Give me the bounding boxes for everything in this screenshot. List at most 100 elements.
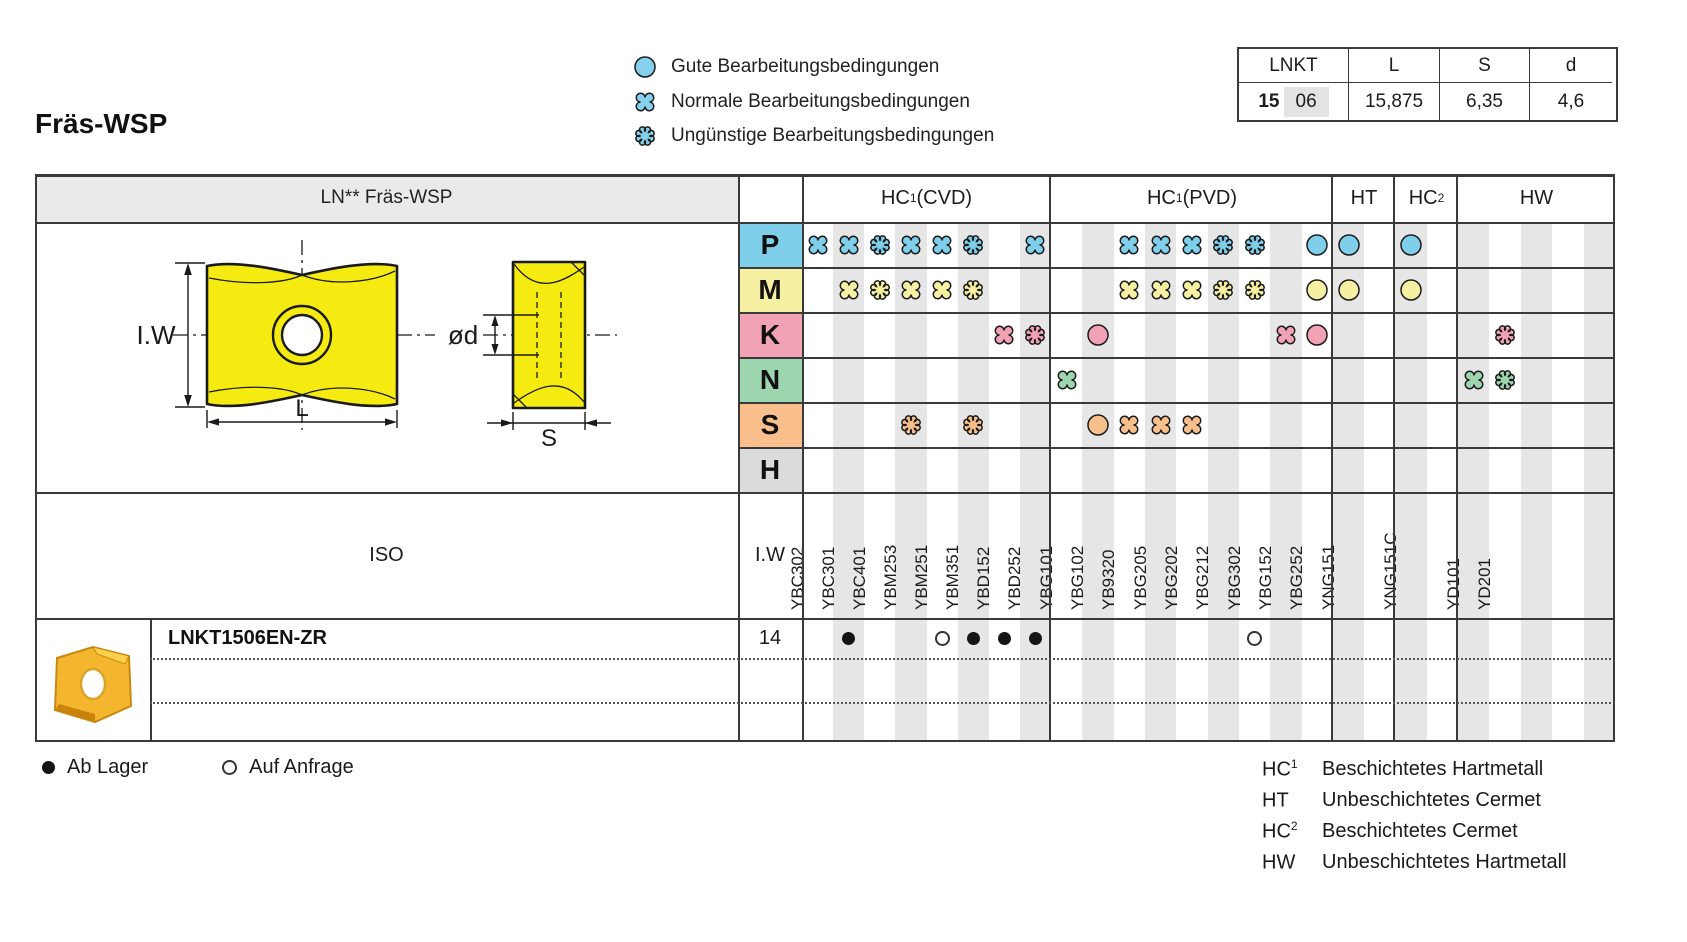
- condition-symbol-unfavorable: [868, 278, 892, 302]
- column-stripe: [895, 222, 927, 742]
- section-divider: [1049, 174, 1051, 742]
- condition-symbol-normal: [1149, 233, 1173, 257]
- od-dimension-label: ød: [448, 320, 478, 350]
- condition-symbol-normal: [930, 278, 954, 302]
- material-definition: Beschichtetes Hartmetall: [1322, 758, 1544, 780]
- material-term: HC2: [1262, 819, 1298, 843]
- condition-symbol-good: [1305, 323, 1329, 347]
- class-letter-K: K: [738, 312, 802, 357]
- grade-label-YD201: YD201: [1475, 558, 1495, 610]
- header-bottom-line: [35, 222, 1615, 224]
- grade-selection-table: LN** Fräs-WSP I.W: [35, 174, 1615, 742]
- page-title: Fräs-WSP: [35, 108, 168, 139]
- condition-symbol-unfavorable: [961, 278, 985, 302]
- condition-symbol-normal: [1462, 368, 1486, 392]
- size-cell: 15 06: [1239, 83, 1349, 120]
- product-designation: LNKT1506EN-ZR: [168, 627, 327, 649]
- size-main: 15: [1258, 90, 1280, 112]
- table-border-right: [1613, 174, 1615, 742]
- availability-dot-request: [934, 630, 950, 646]
- material-row: HC2 Beschichtetes Cermet: [1262, 816, 1567, 847]
- value-L: 15,875: [1349, 83, 1440, 120]
- s-dimension-label: S: [541, 425, 557, 452]
- column-stripe: [1583, 222, 1615, 742]
- dimension-table-header: LNKT L S d: [1239, 49, 1616, 83]
- condition-symbol-normal: [1274, 323, 1298, 347]
- condition-symbol-normal: [1180, 278, 1204, 302]
- condition-symbol-unfavorable: [1211, 278, 1235, 302]
- material-term: HC1: [1262, 757, 1298, 781]
- column-stripe: [1270, 222, 1302, 742]
- grade-label-YBG101: YBG101: [1036, 545, 1056, 610]
- legend-label: Gute Bearbeitungsbedingungen: [671, 56, 940, 77]
- grade-label-YBM251: YBM251: [912, 544, 932, 610]
- insert-technical-drawing: I.W L ød: [137, 240, 617, 452]
- material-definition: Unbeschichtetes Hartmetall: [1322, 851, 1567, 873]
- grade-label-YD101: YD101: [1443, 558, 1463, 610]
- product-iw-value: 14: [758, 626, 782, 649]
- availability-dot-stock: [842, 631, 856, 645]
- condition-symbol-unfavorable: [1243, 233, 1267, 257]
- od-arrow-up: [491, 315, 499, 326]
- grade-label-YBG302: YBG302: [1224, 545, 1244, 610]
- condition-symbol-normal: [837, 233, 861, 257]
- value-d: 4,6: [1557, 90, 1585, 112]
- section-header-hw: HW: [1519, 186, 1554, 209]
- letter-column-divider: [802, 174, 804, 742]
- legend-row-normal: Normale Bearbeitungsbedingungen: [633, 89, 970, 115]
- l-arrow-left: [207, 418, 219, 426]
- column-stripe: [1333, 222, 1364, 742]
- material-legend: HC1 Beschichtetes Hartmetall HT Unbeschi…: [1262, 754, 1567, 878]
- grade-label-YBC302: YBC302: [787, 546, 807, 610]
- availability-dot-stock: [966, 631, 980, 645]
- material-row: HW Unbeschichtetes Hartmetall: [1262, 847, 1567, 878]
- condition-symbol-normal: [1117, 233, 1141, 257]
- condition-symbol-normal: [1180, 233, 1204, 257]
- class-letter-M: M: [738, 267, 802, 312]
- condition-symbol-normal: [930, 233, 954, 257]
- condition-symbol-unfavorable: [1493, 368, 1517, 392]
- stock-dot-icon: [42, 761, 55, 774]
- iw-column-header: I.W: [755, 543, 785, 566]
- condition-symbol-unfavorable: [961, 233, 985, 257]
- availability-legend: Ab Lager Auf Anfrage: [42, 756, 354, 779]
- condition-symbol-normal: [899, 278, 923, 302]
- class-letter-N: N: [738, 357, 802, 402]
- column-stripe: [833, 222, 865, 742]
- condition-symbol-unfavorable: [1493, 323, 1517, 347]
- class-letter-S: S: [738, 402, 802, 447]
- section-header-ht: HT: [1350, 186, 1378, 209]
- condition-symbol-good: [1399, 278, 1423, 302]
- grade-label-YBC401: YBC401: [849, 546, 869, 610]
- product-row-top-line: [35, 618, 1615, 620]
- photo-top-facet: [91, 646, 130, 665]
- availability-dot-request: [1247, 630, 1263, 646]
- condition-symbol-normal: [992, 323, 1016, 347]
- table-border-left: [35, 174, 37, 742]
- table-border-bottom: [35, 739, 1615, 742]
- class-letter-P: P: [738, 222, 802, 267]
- grade-label-YNG151C: YNG151C: [1380, 532, 1400, 610]
- product-separator-dashed: [150, 658, 1615, 660]
- grade-label-YBG102: YBG102: [1068, 545, 1087, 610]
- condition-symbol-normal: [1149, 413, 1173, 437]
- class-row-line: [738, 312, 1615, 314]
- s-arrow-left: [501, 419, 513, 427]
- material-definition: Beschichtetes Cermet: [1322, 820, 1518, 842]
- grade-label-YBG205: YBG205: [1130, 545, 1150, 610]
- size-sub: 06: [1283, 86, 1329, 117]
- chipbreaker-lines: [208, 270, 396, 400]
- s-arrow-right: [585, 419, 597, 427]
- col-header-d: d: [1530, 49, 1612, 83]
- condition-symbol-good: [1337, 233, 1361, 257]
- condition-symbol-unfavorable: [868, 233, 892, 257]
- column-stripe: [957, 222, 989, 742]
- iw-arrow-up: [184, 263, 192, 275]
- grade-label-YB9320: YB9320: [1099, 549, 1119, 611]
- column-stripe: [1019, 222, 1051, 742]
- legend-row-unfavorable: Ungünstige Bearbeitungsbedingungen: [633, 123, 994, 149]
- insert-side-view: [511, 260, 587, 410]
- product-separator-dashed: [150, 702, 1615, 704]
- section-divider: [1393, 174, 1395, 742]
- class-row-line: [738, 357, 1615, 359]
